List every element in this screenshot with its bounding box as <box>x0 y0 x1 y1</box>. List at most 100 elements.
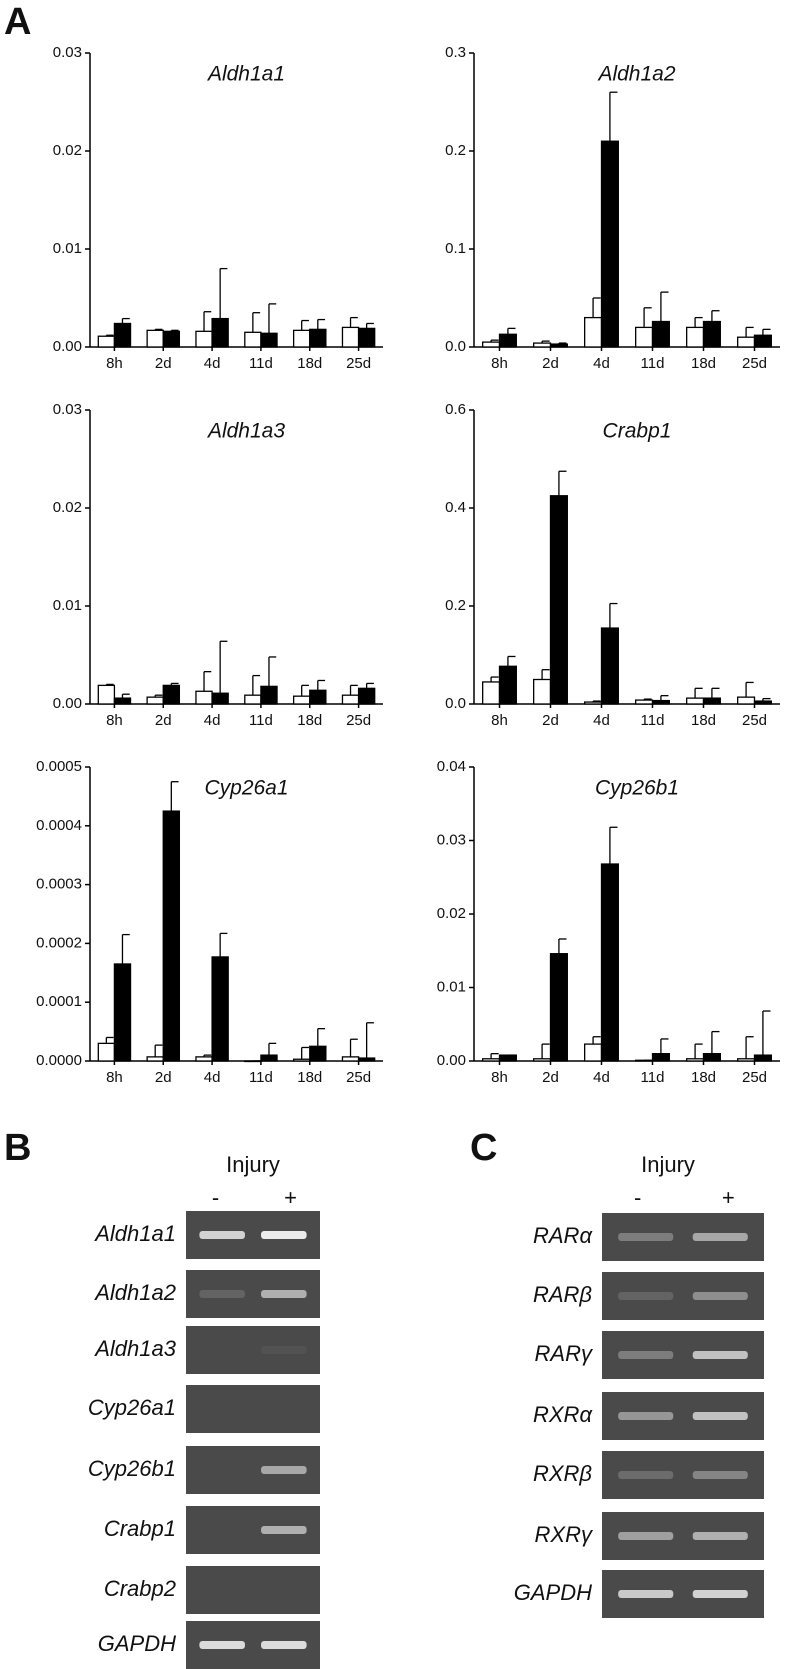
bar <box>357 327 376 348</box>
x-tick-label: 25d <box>742 712 767 729</box>
bar <box>113 963 132 1062</box>
bar <box>686 697 705 705</box>
bar <box>146 1056 164 1062</box>
bar <box>162 684 181 705</box>
y-tick-label: 0.02 <box>437 905 466 922</box>
y-tick-label: 0.00 <box>437 1052 466 1069</box>
bar <box>549 495 568 705</box>
bar <box>753 1054 772 1062</box>
y-tick-label: 0.0002 <box>36 934 82 951</box>
bar <box>113 697 132 705</box>
bar <box>97 684 116 705</box>
bar <box>357 1057 376 1062</box>
x-tick-label: 11d <box>249 712 273 729</box>
bar <box>211 956 229 1062</box>
bar <box>211 692 229 705</box>
x-tick-label: 2d <box>155 1069 172 1086</box>
gel-band <box>692 1590 748 1598</box>
gel-band <box>199 1231 245 1239</box>
x-tick-label: 8h <box>491 1069 508 1086</box>
bar <box>533 1058 552 1062</box>
gel-row-label: GAPDH <box>514 1580 592 1605</box>
y-tick-label: 0.02 <box>53 499 82 516</box>
gel-band <box>618 1590 674 1598</box>
bar <box>651 320 670 348</box>
gel-image <box>186 1385 320 1433</box>
bar <box>113 322 132 348</box>
gel-row-label: Cyp26a1 <box>88 1395 176 1420</box>
gel-image <box>186 1326 320 1374</box>
gel-header: Injury <box>226 1152 280 1177</box>
x-tick-label: 4d <box>593 1069 610 1086</box>
bar <box>686 1058 705 1062</box>
chart-title: Cyp26b1 <box>595 777 679 800</box>
panel-letter: C <box>470 1127 497 1169</box>
panel-letter: A <box>4 1 31 43</box>
bar <box>753 334 772 348</box>
bar <box>549 343 568 348</box>
y-tick-label: 0.3 <box>445 44 466 61</box>
lane-label: + <box>722 1185 735 1210</box>
bar <box>600 863 619 1062</box>
bar <box>753 700 772 705</box>
chart-title: Aldh1a2 <box>596 63 675 86</box>
bar <box>211 317 229 348</box>
panel-letter: B <box>4 1127 31 1169</box>
bar <box>498 333 517 348</box>
bar <box>97 335 116 348</box>
y-tick-label: 0.2 <box>445 142 466 159</box>
y-tick-label: 0.00 <box>53 338 82 355</box>
bar <box>244 331 262 348</box>
gel-band <box>618 1412 674 1420</box>
gel-image <box>602 1451 764 1499</box>
bar <box>702 1053 721 1062</box>
chart-title: Cyp26a1 <box>204 777 288 800</box>
bar <box>292 1058 311 1062</box>
bar <box>309 1045 327 1062</box>
bar <box>651 699 670 705</box>
x-tick-label: 2d <box>542 712 559 729</box>
bar <box>737 1058 756 1062</box>
bar <box>195 330 213 348</box>
bar <box>309 689 327 705</box>
x-tick-label: 2d <box>542 355 559 372</box>
bar <box>260 332 278 348</box>
bar <box>651 1053 670 1062</box>
x-tick-label: 8h <box>106 355 123 372</box>
gel-row-label: Crabp1 <box>104 1516 176 1541</box>
gel-band <box>199 1641 245 1649</box>
gel-band <box>692 1292 748 1300</box>
gel-row-label: Aldh1a2 <box>93 1280 176 1305</box>
x-tick-label: 4d <box>593 712 610 729</box>
y-tick-label: 0.4 <box>445 499 466 516</box>
bar <box>737 696 756 705</box>
gel-row-label: Crabp2 <box>104 1576 176 1601</box>
bar <box>146 329 164 348</box>
x-tick-label: 18d <box>691 355 716 372</box>
y-tick-label: 0.2 <box>445 597 466 614</box>
x-tick-label: 11d <box>249 355 273 372</box>
chart-title: Crabp1 <box>603 420 672 443</box>
bar <box>737 336 756 348</box>
gel-image <box>186 1566 320 1614</box>
x-tick-label: 4d <box>593 355 610 372</box>
x-tick-label: 25d <box>346 1069 371 1086</box>
x-tick-label: 2d <box>542 1069 559 1086</box>
gel-band <box>692 1532 748 1540</box>
bar <box>309 328 327 348</box>
bar <box>195 1056 213 1062</box>
x-tick-label: 8h <box>491 712 508 729</box>
x-tick-label: 18d <box>297 712 322 729</box>
gel-band <box>261 1641 307 1649</box>
y-tick-label: 0.0 <box>445 695 466 712</box>
bar <box>584 701 603 705</box>
chart-title: Aldh1a3 <box>206 420 285 443</box>
x-tick-label: 2d <box>155 355 172 372</box>
gel-row-label: RXRα <box>533 1402 593 1427</box>
lane-label: - <box>634 1185 641 1210</box>
bar <box>341 326 360 348</box>
y-tick-label: 0.04 <box>437 758 466 775</box>
x-tick-label: 25d <box>742 1069 767 1086</box>
x-tick-label: 4d <box>204 712 221 729</box>
